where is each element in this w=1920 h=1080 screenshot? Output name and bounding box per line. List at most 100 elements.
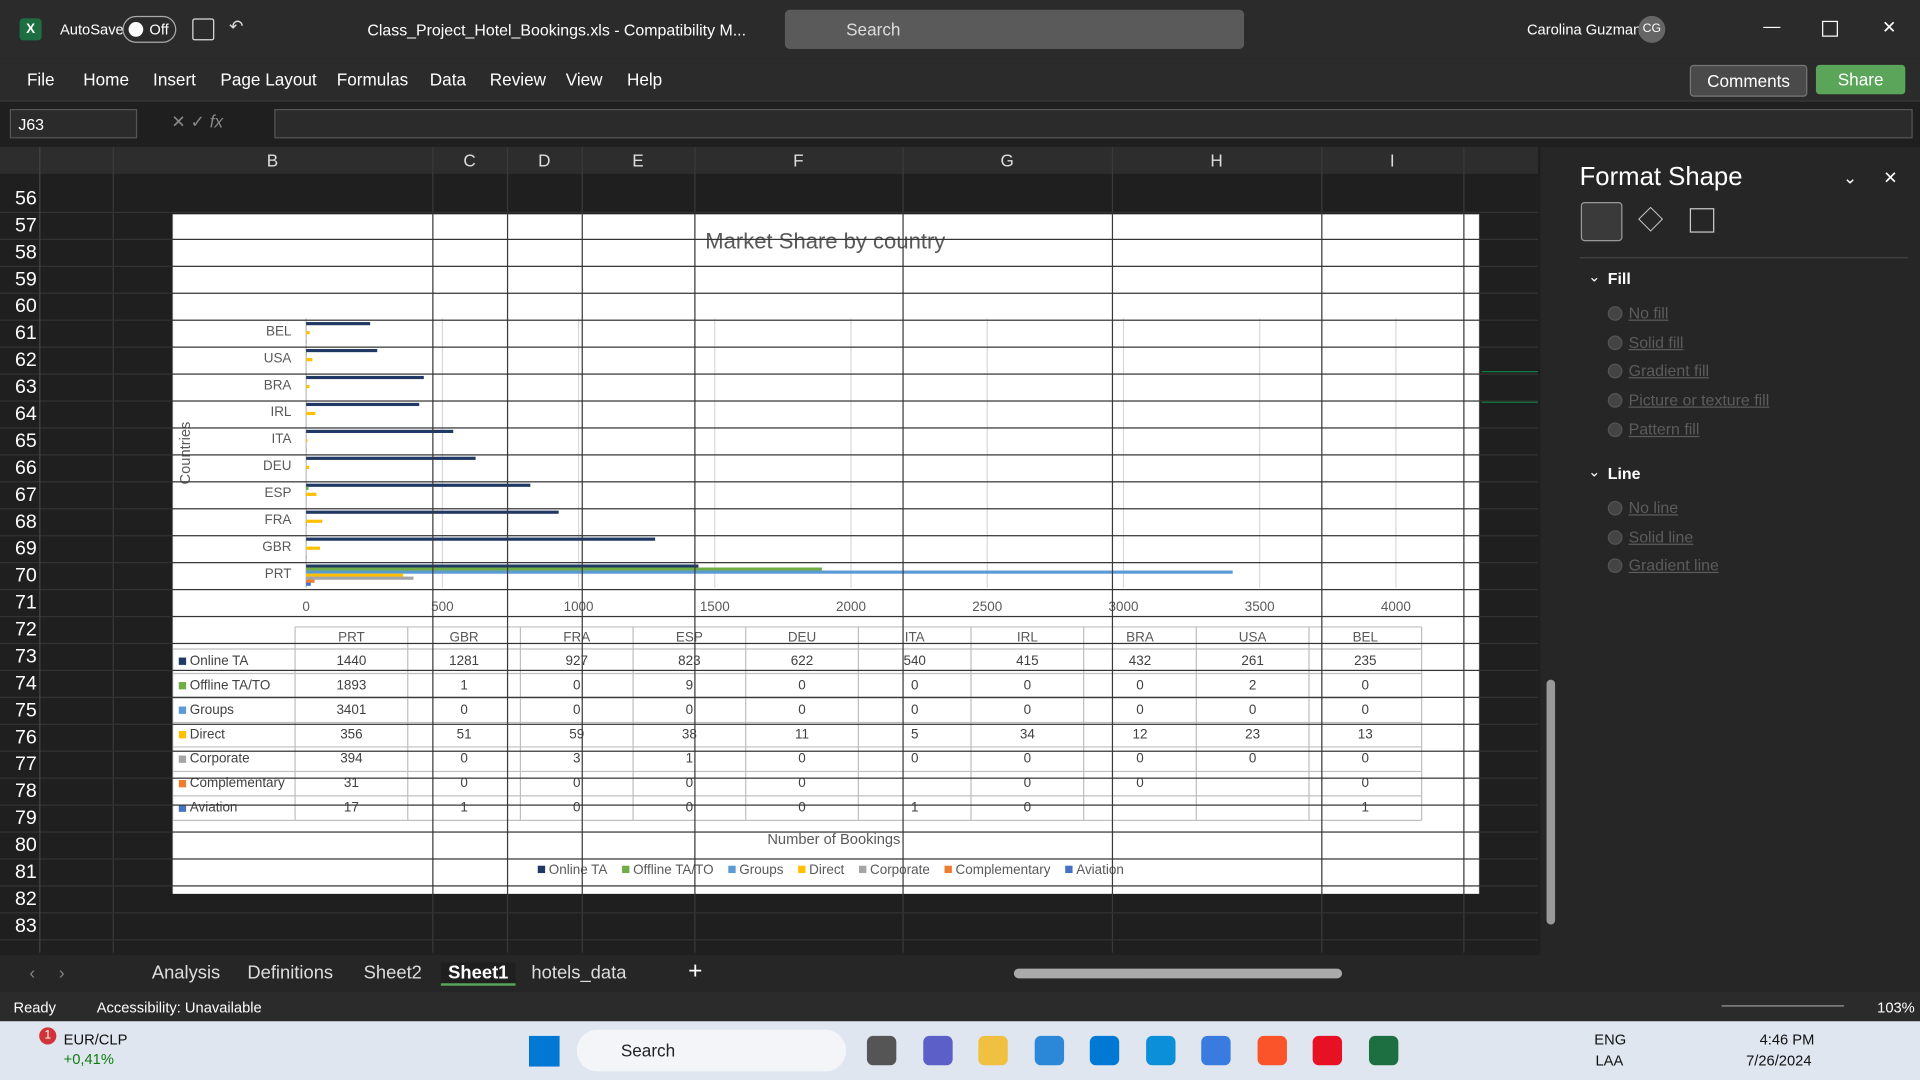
- file-name[interactable]: Class_Project_Hotel_Bookings.xls - Compa…: [367, 20, 747, 40]
- start-button[interactable]: [528, 1035, 560, 1067]
- undo-icon[interactable]: ↶: [228, 15, 244, 36]
- keyboard-layout[interactable]: LAA: [1595, 1051, 1624, 1069]
- radio-button[interactable]: [1607, 306, 1623, 321]
- row-header: 78: [14, 781, 37, 803]
- minimize[interactable]: —: [1763, 15, 1781, 36]
- sheet-tab[interactable]: hotels_data: [531, 962, 627, 984]
- table-series-name: Corporate: [190, 751, 250, 766]
- taskbar-app[interactable]: [1145, 1035, 1175, 1066]
- sheet-tab[interactable]: Analysis: [151, 962, 221, 984]
- panel-menu[interactable]: ⌄: [1842, 167, 1858, 188]
- share-button[interactable]: Share: [1815, 64, 1906, 95]
- zoom-level[interactable]: 103%: [1877, 999, 1915, 1017]
- tab-nav[interactable]: ‹ ›: [29, 962, 65, 983]
- row-border: [0, 481, 1538, 483]
- table-cell: 0: [1024, 702, 1031, 717]
- close[interactable]: ✕: [1882, 17, 1897, 37]
- user-avatar[interactable]: CG: [1638, 15, 1666, 43]
- taskbar-app[interactable]: [1368, 1035, 1398, 1066]
- restore[interactable]: [1822, 20, 1838, 37]
- clock-time[interactable]: 4:46 PM: [1759, 1031, 1815, 1049]
- taskbar-app[interactable]: [1201, 1035, 1231, 1066]
- panel-close[interactable]: ✕: [1883, 167, 1898, 188]
- widget-badge: 1: [39, 1027, 57, 1045]
- table-cell: 432: [1129, 653, 1151, 668]
- horizontal-scrollbar[interactable]: [1013, 968, 1343, 979]
- row-border: [0, 238, 1538, 240]
- radio-button[interactable]: [1607, 558, 1623, 574]
- format-shape-panel: [1562, 146, 1920, 992]
- ribbon-tab[interactable]: File: [26, 69, 55, 90]
- radio-button[interactable]: [1607, 529, 1623, 545]
- row-header: 58: [14, 242, 37, 264]
- ribbon-tab[interactable]: Page Layout: [220, 69, 317, 90]
- ribbon-tab[interactable]: Home: [83, 69, 130, 90]
- taskbar-app[interactable]: [1034, 1035, 1064, 1066]
- radio-button[interactable]: [1607, 335, 1623, 350]
- table-cell: 5: [911, 726, 918, 741]
- y-tick-label: GBR: [262, 539, 291, 554]
- zoom-slider[interactable]: [1721, 1005, 1845, 1007]
- sheet-tab[interactable]: Sheet1: [440, 962, 516, 986]
- taskbar-app[interactable]: [922, 1035, 953, 1066]
- save-icon[interactable]: [192, 18, 215, 41]
- ribbon-tab[interactable]: Review: [489, 69, 547, 90]
- taskbar-app[interactable]: [866, 1035, 897, 1066]
- ribbon-tab[interactable]: Data: [429, 69, 467, 90]
- autosave-toggle[interactable]: Off: [122, 15, 177, 43]
- ribbon-tab[interactable]: View: [565, 69, 603, 90]
- ribbon-tab[interactable]: Help: [626, 69, 663, 90]
- table-cell: 0: [573, 702, 580, 717]
- chart-background: [172, 214, 1480, 894]
- taskbar-app[interactable]: [1256, 1035, 1287, 1066]
- size-tab[interactable]: [1689, 208, 1715, 233]
- table-series-name: Aviation: [190, 800, 238, 815]
- table-cell: 3: [573, 751, 580, 766]
- search-box[interactable]: Search: [784, 9, 1245, 49]
- name-box[interactable]: J63: [9, 108, 138, 139]
- taskbar-search[interactable]: Search: [576, 1029, 847, 1072]
- bar: [306, 492, 317, 496]
- radio-label[interactable]: Gradient fill: [1628, 361, 1710, 381]
- radio-button[interactable]: [1607, 393, 1623, 408]
- clock-date[interactable]: 7/26/2024: [1746, 1051, 1812, 1069]
- row-header: 83: [14, 915, 37, 937]
- taskbar-app[interactable]: [1089, 1035, 1120, 1066]
- radio-label[interactable]: Solid fill: [1628, 332, 1684, 352]
- sheet-tab[interactable]: Definitions: [247, 962, 334, 984]
- taskbar-app[interactable]: [978, 1035, 1008, 1066]
- fill-line-tab[interactable]: [1580, 202, 1623, 242]
- table-header: USA: [1239, 630, 1267, 645]
- radio-label[interactable]: Gradient line: [1628, 556, 1719, 575]
- radio-label[interactable]: No line: [1628, 498, 1679, 517]
- row-border: [0, 508, 1538, 510]
- radio-button[interactable]: [1607, 364, 1623, 379]
- section-chevron[interactable]: ⌄: [1588, 268, 1601, 286]
- radio-label[interactable]: No fill: [1628, 303, 1669, 323]
- table-cell: 1893: [336, 677, 366, 692]
- language[interactable]: ENG: [1594, 1031, 1627, 1049]
- radio-label[interactable]: Solid line: [1628, 527, 1694, 546]
- table-cell: 3401: [336, 702, 366, 717]
- row-header: 67: [14, 484, 37, 506]
- comments-button[interactable]: Comments: [1689, 64, 1808, 97]
- status-accessibility[interactable]: Accessibility: Unavailable: [96, 999, 262, 1017]
- formula-input[interactable]: [274, 108, 1913, 139]
- section-chevron[interactable]: ⌄: [1588, 462, 1601, 480]
- ticker[interactable]: EUR/CLP: [63, 1031, 128, 1049]
- x-tick-label: 4000: [1381, 599, 1411, 614]
- sheet-tab[interactable]: Sheet2: [363, 962, 422, 984]
- radio-button[interactable]: [1607, 500, 1623, 516]
- row-border: [0, 723, 1538, 725]
- radio-label[interactable]: Picture or texture fill: [1628, 390, 1770, 410]
- vertical-scrollbar[interactable]: [1540, 146, 1563, 956]
- radio-label[interactable]: Pattern fill: [1628, 419, 1700, 439]
- row-border: [0, 669, 1538, 672]
- new-sheet[interactable]: +: [688, 957, 703, 985]
- taskbar-app[interactable]: [1312, 1035, 1343, 1066]
- ribbon-tab[interactable]: Insert: [153, 69, 196, 90]
- ribbon-tab[interactable]: Formulas: [336, 69, 409, 90]
- radio-button[interactable]: [1607, 422, 1623, 437]
- table-cell: 59: [569, 726, 584, 741]
